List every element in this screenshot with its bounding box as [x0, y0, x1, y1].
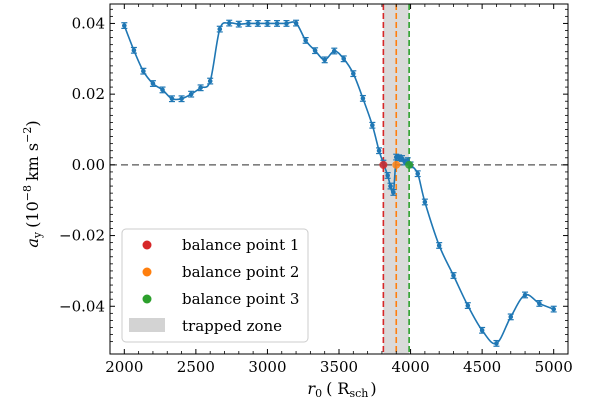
data-point	[551, 306, 556, 312]
x-tick-label: 2500	[177, 358, 215, 376]
data-point	[322, 57, 327, 63]
legend-label-trapped-zone: trapped zone	[182, 317, 282, 335]
legend-label-balance-point-2: balance point 2	[182, 263, 299, 281]
y-tick-label: 0.00	[72, 156, 105, 174]
y-tick-label: 0.02	[72, 85, 105, 103]
data-point	[436, 243, 442, 248]
y-axis-label: ay(10−8km s−2)	[21, 120, 44, 247]
data-point	[160, 87, 165, 93]
x-tick-label: 5000	[535, 358, 573, 376]
data-point	[217, 26, 223, 32]
x-axis-label: r0( Rsch)	[307, 379, 376, 400]
legend-marker-trapped-zone	[129, 318, 165, 332]
data-point	[522, 292, 528, 298]
data-point	[385, 173, 390, 178]
data-point	[131, 48, 137, 53]
data-point	[122, 23, 127, 28]
y-tick-label: −0.04	[59, 297, 105, 315]
data-point	[341, 56, 347, 62]
data-point	[226, 20, 232, 26]
legend-label-balance-point-1: balance point 1	[182, 236, 299, 254]
data-point	[236, 21, 242, 27]
data-point	[479, 328, 485, 333]
data-point	[198, 85, 203, 91]
axis-ticks: 2000 2500 3000 3500 4000 4500 5000 −0.04 −0.02 0.…	[59, 4, 573, 376]
data-point	[388, 183, 393, 189]
data-point	[451, 273, 456, 278]
data-point	[312, 48, 318, 53]
chart-marks	[121, 4, 557, 354]
x-tick-label: 4000	[391, 358, 429, 376]
data-point	[391, 190, 396, 195]
data-point	[370, 122, 375, 128]
balance-point-1	[379, 160, 388, 169]
legend: balance point 1 balance point 2 balance …	[121, 228, 309, 343]
x-tick-label: 3000	[248, 358, 286, 376]
data-point	[150, 81, 156, 86]
x-tick-label: 4500	[463, 358, 501, 376]
data-point	[508, 314, 514, 320]
data-point	[246, 21, 251, 26]
data-point	[255, 21, 261, 26]
data-point	[293, 20, 299, 26]
legend-box	[121, 228, 309, 343]
data-point	[422, 199, 428, 205]
data-point	[537, 301, 542, 306]
data-point	[141, 68, 146, 74]
legend-marker-balance-point-3	[142, 294, 152, 304]
y-tick-label: −0.02	[59, 227, 105, 245]
legend-label-balance-point-3: balance point 3	[182, 290, 299, 308]
data-point	[284, 21, 289, 26]
data-point	[265, 21, 270, 26]
data-point	[360, 96, 366, 101]
x-tick-label: 3500	[320, 358, 358, 376]
data-point	[207, 78, 213, 84]
data-point	[494, 341, 499, 346]
data-point	[331, 48, 337, 54]
data-point	[179, 96, 184, 102]
data-point	[169, 96, 175, 102]
data-point	[376, 148, 382, 154]
x-tick-label: 2000	[105, 358, 143, 376]
data-point	[415, 171, 421, 176]
legend-marker-balance-point-2	[142, 267, 152, 277]
data-point	[303, 38, 308, 43]
y-tick-label: 0.04	[72, 14, 105, 32]
balance-point-3	[405, 160, 414, 169]
data-point	[351, 71, 356, 76]
legend-marker-balance-point-1	[142, 240, 152, 250]
data-point	[188, 91, 194, 97]
balance-point-2	[392, 160, 401, 169]
data-point	[465, 303, 471, 308]
data-point	[274, 21, 280, 26]
